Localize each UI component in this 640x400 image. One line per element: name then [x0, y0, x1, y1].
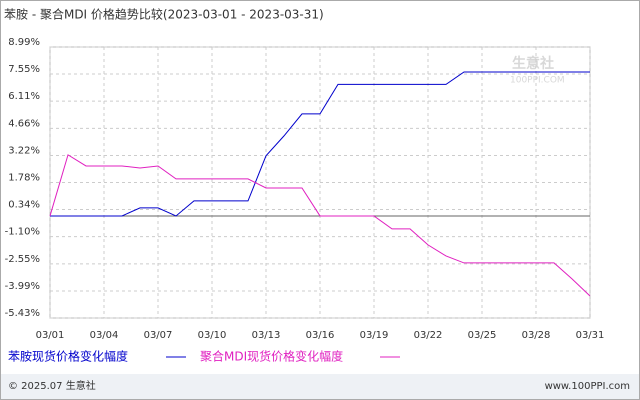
series-line	[50, 71, 590, 217]
x-tick-label: 03/07	[144, 330, 173, 341]
y-tick-label: 1.78%	[8, 173, 40, 184]
y-tick-label: -3.99%	[5, 281, 40, 292]
series-line	[49, 154, 591, 297]
footer-site: www.100PPI.com	[545, 381, 630, 392]
y-tick-label: 8.99%	[8, 37, 40, 48]
x-tick-label: 03/25	[468, 330, 497, 341]
x-tick-label: 03/28	[522, 330, 551, 341]
y-tick-label: -1.10%	[5, 227, 40, 238]
x-tick-label: 03/01	[36, 330, 65, 341]
y-tick-label: -5.43%	[5, 308, 40, 319]
watermark-site: 100PPI.COM	[510, 76, 565, 86]
y-tick-label: -2.55%	[5, 254, 40, 265]
legend-label: 苯胺现货价格变化幅度	[8, 349, 128, 364]
x-tick-label: 03/31	[576, 330, 605, 341]
x-tick-label: 03/22	[414, 330, 443, 341]
y-tick-label: 0.34%	[8, 200, 40, 211]
y-tick-label: 6.11%	[8, 91, 40, 102]
y-tick-label: 3.22%	[8, 145, 40, 156]
y-tick-label: 7.55%	[8, 64, 40, 75]
x-tick-label: 03/10	[198, 330, 227, 341]
watermark-name: 生意社	[512, 55, 554, 72]
x-tick-label: 03/13	[252, 330, 281, 341]
chart-title: 苯胺 - 聚合MDI 价格趋势比较(2023-03-01 - 2023-03-3…	[4, 7, 324, 22]
footer-copyright: © 2025.07 生意社	[8, 379, 96, 392]
x-tick-label: 03/19	[360, 330, 389, 341]
x-tick-label: 03/04	[90, 330, 119, 341]
x-tick-label: 03/16	[306, 330, 335, 341]
legend-label: 聚合MDI现货价格变化幅度	[200, 349, 343, 364]
y-tick-label: 4.66%	[8, 118, 40, 129]
footer-band	[1, 374, 639, 399]
